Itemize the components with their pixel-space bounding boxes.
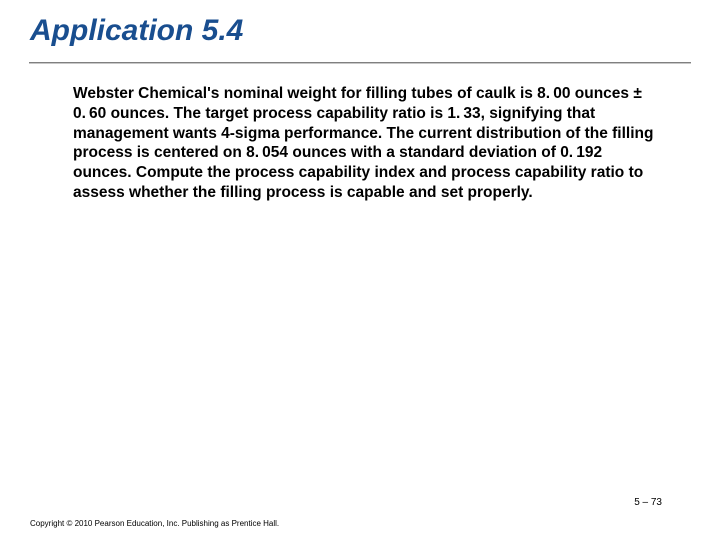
body-text: Webster Chemical's nominal weight for fi…: [73, 84, 660, 203]
copyright-text: Copyright © 2010 Pearson Education, Inc.…: [30, 519, 279, 528]
body-area: Webster Chemical's nominal weight for fi…: [0, 64, 720, 203]
slide: Application 5.4 Webster Chemical's nomin…: [0, 0, 720, 540]
title-area: Application 5.4: [0, 0, 720, 48]
page-number: 5 – 73: [634, 497, 662, 508]
slide-title: Application 5.4: [30, 14, 720, 48]
